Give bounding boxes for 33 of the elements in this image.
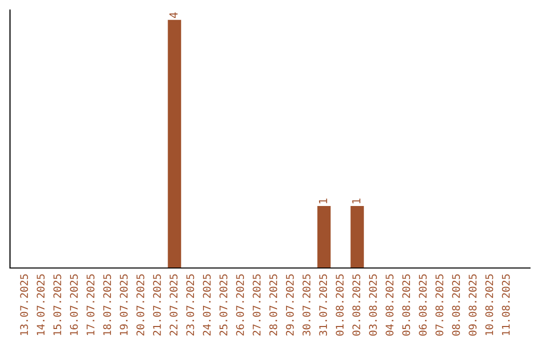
x-tick-label: 06.08.2025	[418, 274, 427, 336]
x-tick-label: 23.07.2025	[186, 274, 194, 336]
x-tick-label: 31.07.2025	[319, 274, 328, 336]
x-tick-label: 20.07.2025	[136, 274, 144, 336]
x-tick-label: 24.07.2025	[202, 274, 211, 336]
x-tick-label: 25.07.2025	[219, 274, 228, 336]
x-tick-label: 10.08.2025	[485, 274, 494, 336]
x-tick-label: 05.08.2025	[402, 274, 410, 336]
x-tick-label: 09.08.2025	[468, 274, 477, 336]
x-tick-label: 21.07.2025	[153, 274, 161, 336]
x-tick-label: 22.07.2025	[170, 274, 178, 336]
x-tick-label: 30.07.2025	[302, 274, 310, 336]
x-tick-label: 28.07.2025	[269, 274, 278, 336]
x-tick-label: 11.08.2025	[502, 274, 510, 336]
x-tick-label: 29.07.2025	[286, 274, 294, 336]
x-tick-label: 17.07.2025	[86, 274, 94, 336]
data-label: 1	[352, 198, 360, 204]
x-tick-label: 14.07.2025	[36, 274, 45, 336]
x-tick-label: 16.07.2025	[70, 274, 78, 336]
x-tick-label: 01.08.2025	[336, 274, 344, 336]
x-tick-label: 15.07.2025	[53, 274, 62, 336]
data-label: 1	[318, 198, 328, 204]
data-label: 4	[169, 12, 178, 18]
x-tick-label: 02.08.2025	[352, 274, 360, 336]
x-tick-label: 03.08.2025	[369, 274, 377, 336]
x-tick-label: 27.07.2025	[252, 274, 261, 336]
x-tick-label: 08.08.2025	[452, 274, 460, 336]
x-tick-label: 19.07.2025	[120, 274, 128, 336]
x-tick-label: 04.08.2025	[386, 274, 394, 336]
x-tick-label: 18.07.2025	[103, 274, 112, 336]
x-tick-label: 07.08.2025	[435, 274, 444, 336]
x-tick-label: 13.07.2025	[20, 274, 28, 336]
x-tick-label: 26.07.2025	[236, 274, 244, 336]
